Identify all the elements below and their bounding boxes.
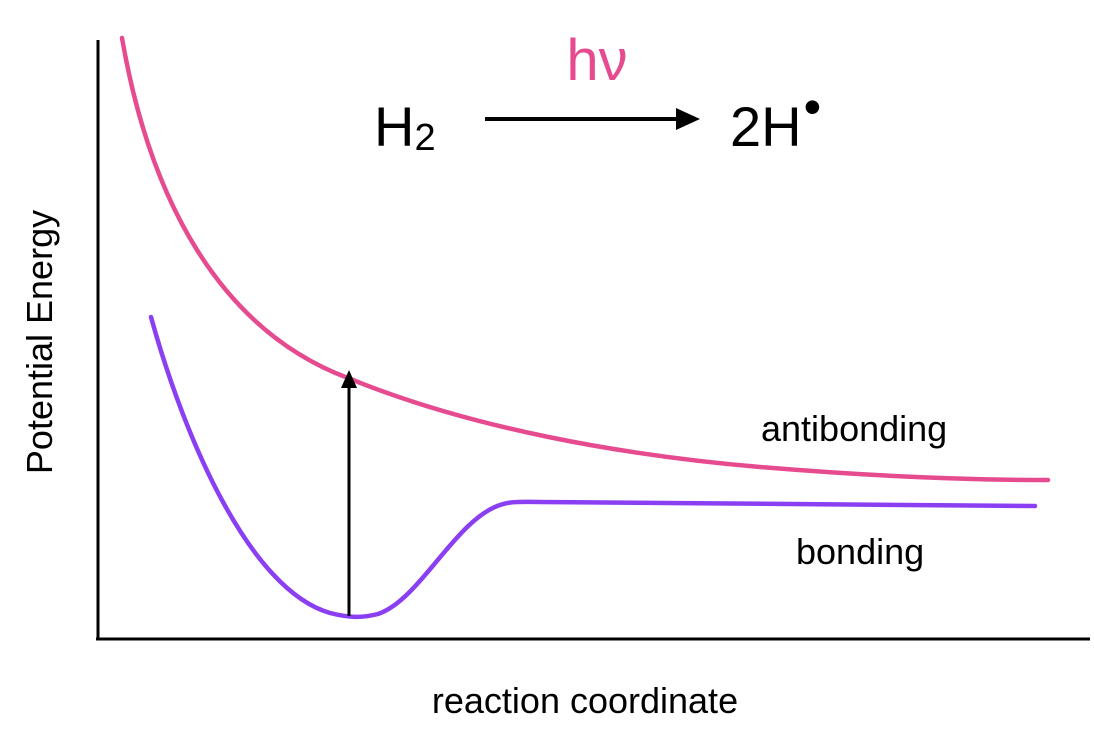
y-axis-label: Potential Energy bbox=[19, 210, 60, 474]
radical-dot: • bbox=[804, 79, 822, 135]
antibonding-curve bbox=[119, 35, 1051, 483]
bonding-curve bbox=[148, 314, 1038, 620]
photon-label: hν bbox=[566, 28, 627, 93]
antibonding-label: antibonding bbox=[761, 408, 947, 449]
product-symbol: 2H bbox=[730, 95, 802, 158]
reactant-label: H2 bbox=[374, 95, 436, 159]
reactant-symbol: H bbox=[374, 95, 414, 158]
reactant-subscript: 2 bbox=[414, 117, 435, 159]
reaction-arrowhead bbox=[676, 108, 700, 130]
product-label: 2H• bbox=[730, 79, 821, 158]
bonding-label: bonding bbox=[796, 531, 924, 572]
x-axis-label: reaction coordinate bbox=[432, 680, 738, 721]
excitation-arrowhead bbox=[341, 370, 357, 388]
